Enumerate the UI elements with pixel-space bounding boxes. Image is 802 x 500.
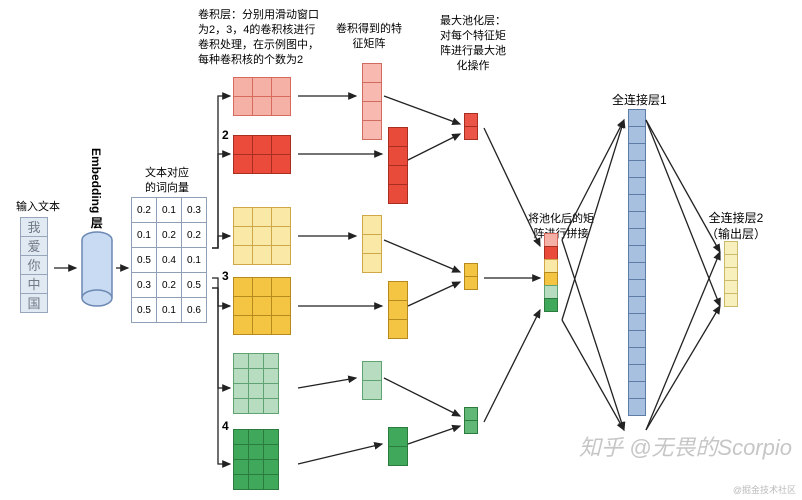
label-input: 输入文本 [16,200,60,215]
feat-2b [388,128,408,204]
pool-3 [464,264,478,290]
label-conv: 卷积层：分别用滑动窗口 为2，3，4的卷积核进行 卷积处理，在示例图中， 每种卷… [198,8,319,67]
feat-4b [388,428,408,466]
watermark: 知乎 @无畏的Scorpio [579,430,792,462]
label-k3: 3 [222,268,229,284]
feat-2a [362,64,382,140]
kernel-3b [234,278,291,335]
kernel-4b [234,430,279,490]
input-char: 爱 [20,236,48,256]
input-column: 我爱你中国 [20,218,48,313]
input-char: 我 [20,217,48,237]
feat-3b [388,282,408,339]
label-feat: 卷积得到的特 征矩阵 [336,22,402,52]
kernel-2b [234,136,291,174]
feat-3a [362,216,382,273]
kernel-2a [234,78,291,116]
watermark2: @掘金技术社区 [733,483,796,496]
input-char: 中 [20,274,48,294]
label-fc1: 全连接层1 [612,92,667,108]
arrows-layer [0,0,802,500]
label-k4: 4 [222,418,229,434]
embedding-cylinder [80,230,114,310]
input-char: 国 [20,293,48,313]
kernel-3a [234,208,291,265]
fc1-column [628,110,646,416]
label-pool: 最大池化层： 对每个特征矩 阵进行最大池 化操作 [440,14,506,73]
pool-2 [464,114,478,140]
feat-4a [362,362,382,400]
label-concat: 将池化后的矩 阵进行拼接 [528,212,594,242]
label-fc2: 全连接层2 （输出层） [706,210,766,242]
label-embedding: Embedding 层 [88,148,104,229]
kernel-4a [234,354,279,414]
label-k2: 2 [222,127,229,143]
concat-column [544,234,558,312]
label-vectors: 文本对应 的词向量 [145,166,189,196]
pool-4 [464,408,478,434]
input-char: 你 [20,255,48,275]
embedding-table: 0.20.10.30.10.20.20.50.40.10.30.20.50.50… [132,198,207,323]
fc2-column [724,242,738,307]
